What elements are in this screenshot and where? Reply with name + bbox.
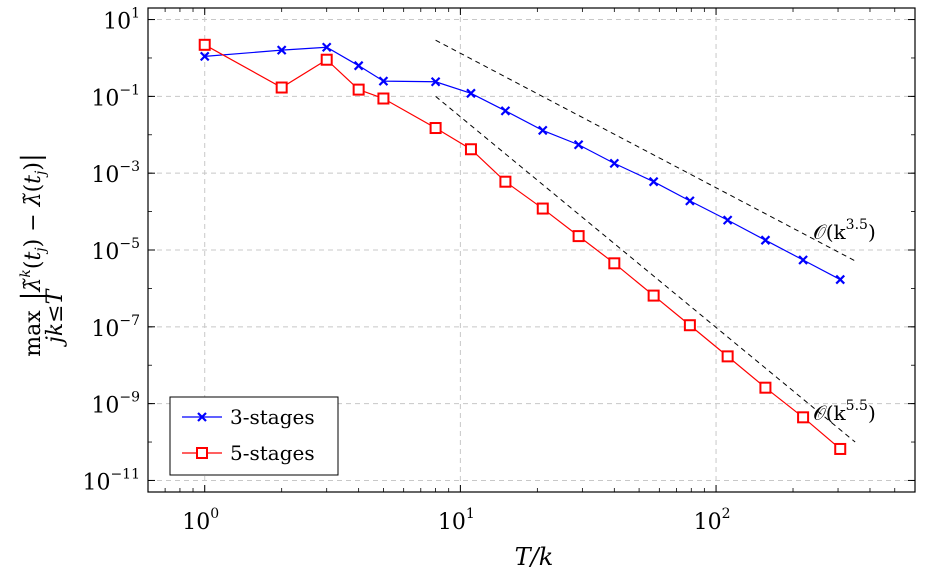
data-point [834,442,847,455]
data-point-stroke-b [466,88,476,99]
data-point [500,106,511,116]
data-point [722,215,733,225]
data-point [198,38,211,51]
data-point [608,257,621,270]
grid-lines [148,8,915,492]
y-tick-label: 10−11 [82,466,140,495]
data-point-stroke-b [760,235,771,245]
data-point-stroke-b [835,274,846,285]
tick-labels: 100 101 102 101 10−1 10−3 10−5 10−7 10−9 10−11 [82,6,730,535]
data-point-stroke-b [648,176,659,187]
legend-label-1: 3-stages [230,405,315,429]
legend-marker-2 [196,447,208,459]
data-point [321,42,332,53]
data-point [378,76,389,86]
data-point-stroke-b [430,76,441,87]
reference-label-1: 𝒪(k3.5) [813,217,876,244]
data-point [648,176,659,187]
data-point [798,255,808,265]
y-tick-label: 10−3 [91,159,140,188]
x-tick-label: 102 [694,506,731,535]
data-point-stroke-b [321,42,332,53]
data-point [320,53,333,66]
data-point-stroke-b [537,125,548,136]
data-point-stroke-b [378,76,389,86]
data-point-stroke-b [353,60,364,71]
data-point-stroke-b [798,255,808,265]
data-point-stroke-b [609,158,620,169]
axis-ticks [147,8,916,492]
y-tick-label: 10−1 [91,82,140,111]
data-point [721,350,734,363]
data-point-stroke-b [199,51,210,62]
data-point [466,88,476,99]
x-tick-label: 101 [438,506,475,535]
data-point [609,158,620,169]
data-point [352,83,365,96]
data-point [797,411,810,424]
svg-text:jk≤T: jk≤T [43,287,68,348]
reference-line-1 [435,39,856,262]
svg-text:max|λ̃k(tj) − λ̃(tj)|: max|λ̃k(tj) − λ̃(tj)| [17,153,49,356]
data-point [464,143,477,156]
data-point [537,125,548,136]
data-point [683,319,696,332]
data-point [685,196,695,206]
reference-lines [435,39,856,443]
legend-marker-1 [197,412,207,422]
data-point [759,381,772,394]
data-point-stroke-b [722,215,733,225]
data-series [198,38,847,455]
data-point [573,139,584,150]
y-tick-label: 10−9 [91,390,140,419]
legend: 3-stages 5-stages [169,396,339,476]
data-point-stroke-b [500,106,511,116]
data-point [835,274,846,285]
series-line-1 [204,46,841,281]
y-tick-label: 101 [103,6,140,35]
series-1 [199,42,846,285]
data-point-stroke-b [276,45,287,55]
legend-box [169,396,339,476]
data-point [429,122,442,135]
series-2 [198,38,847,455]
y-axis-label: max|λ̃k(tj) − λ̃(tj)| jk≤T [17,153,68,356]
legend-marker-1-stroke-b [197,412,207,422]
data-point [353,60,364,71]
data-point [275,81,288,94]
reference-line-2 [435,95,856,443]
data-point [536,202,549,215]
x-axis-label: T/k [515,543,554,571]
y-tick-label: 10−5 [91,236,140,265]
data-point [276,45,287,55]
x-tick-label: 100 [182,506,219,535]
data-point [377,92,390,105]
data-point [572,230,585,243]
data-point-stroke-b [685,196,695,206]
data-point [647,289,660,302]
data-point [430,76,441,87]
annotations: 𝒪(k3.5) 𝒪(k5.5) [813,217,876,425]
data-point [760,235,771,245]
data-point [199,51,210,62]
reference-label-2: 𝒪(k5.5) [813,398,876,425]
data-point-stroke-b [573,139,584,150]
legend-label-2: 5-stages [230,441,315,465]
y-tick-label: 10−7 [91,313,140,342]
data-point [499,175,512,188]
series-line-2 [204,44,841,450]
